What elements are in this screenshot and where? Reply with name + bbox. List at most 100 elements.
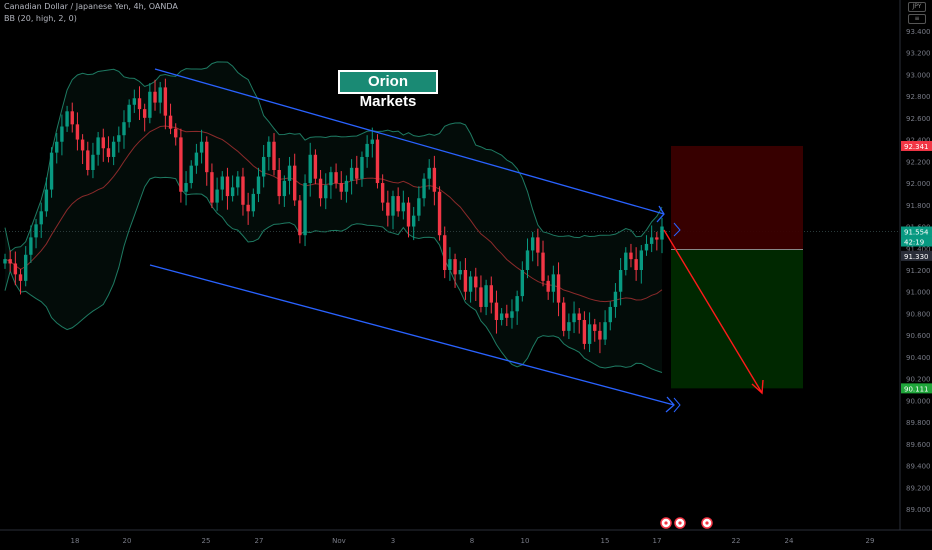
candle-body [370, 139, 374, 144]
candle-body [567, 322, 571, 331]
candle-body [443, 235, 447, 270]
candle-body [153, 91, 157, 103]
candle-body [530, 237, 535, 251]
candle-body [360, 156, 364, 179]
y-tick-label: 91.800 [906, 202, 931, 210]
price-tag [901, 236, 932, 247]
y-tick-label: 89.200 [906, 484, 931, 492]
candle-body [463, 270, 468, 292]
price-tag [901, 140, 932, 151]
candle-body [256, 176, 261, 194]
candle-body [174, 128, 178, 138]
y-tick-label: 93.400 [906, 28, 931, 36]
x-tick-label: 24 [785, 537, 794, 545]
y-tick-label: 92.800 [906, 93, 931, 101]
candle-body [422, 178, 426, 199]
y-tick-label: 91.000 [906, 289, 931, 297]
candle-body [427, 167, 431, 179]
event-marker-dot [678, 521, 682, 525]
candle-body [318, 178, 323, 199]
candle-body [608, 306, 612, 323]
candle-body [536, 237, 540, 253]
candle-body [660, 226, 664, 240]
candle-body [386, 202, 390, 216]
candle-body [117, 135, 121, 142]
channel-upper-line [154, 68, 665, 215]
candle-body [86, 150, 90, 170]
candle-body [179, 137, 183, 192]
price-tag-label: 42:19 [904, 239, 924, 247]
menu-icon[interactable]: ≡ [908, 14, 926, 24]
price-tag [901, 250, 932, 261]
channel-upper-arrow [656, 205, 665, 223]
candle-body [380, 183, 385, 203]
price-tag-label: 91.330 [904, 253, 929, 261]
candle-body [618, 270, 623, 292]
candle-body [189, 165, 193, 184]
brand-watermark: Orion Markets [338, 70, 438, 110]
price-tag-label: 91.554 [904, 229, 929, 237]
y-tick-label: 89.000 [906, 506, 931, 514]
candle-body [458, 270, 462, 275]
candle-body [556, 274, 561, 303]
candle-body [432, 167, 437, 192]
y-tick-label: 93.200 [906, 50, 931, 58]
candle-body [474, 276, 478, 288]
candle-body [39, 211, 43, 225]
candle-body [194, 152, 199, 166]
bb-fill [5, 61, 662, 373]
candle-body [489, 285, 493, 303]
currency-icon[interactable]: JPY [908, 2, 926, 12]
bb-lower [4, 176, 663, 373]
candle-body [613, 291, 618, 307]
candle-body [246, 204, 250, 212]
y-tick-label: 90.200 [906, 376, 931, 384]
x-tick-label: 15 [601, 537, 610, 545]
x-tick-label: 8 [470, 537, 474, 545]
candle-body [551, 274, 556, 292]
candle-body [142, 109, 147, 118]
candle-body [355, 167, 359, 179]
candle-body [168, 115, 173, 129]
indicator-label: BB (20, high, 2, 0) [4, 14, 77, 23]
candle-body [629, 252, 633, 260]
price-tag-label: 92.341 [904, 143, 929, 151]
candle-body [111, 141, 116, 157]
candle-body [479, 287, 483, 307]
y-tick-label: 92.000 [906, 180, 931, 188]
candle-body [624, 252, 628, 270]
candle-body [65, 111, 69, 127]
price-tag-label: 90.111 [904, 385, 929, 393]
candle-body [70, 111, 74, 125]
x-tick-label: 17 [653, 537, 662, 545]
candle-body [634, 259, 638, 270]
candle-body [598, 330, 602, 340]
x-tick-label: 10 [521, 537, 530, 545]
candle-body [582, 320, 587, 344]
candle-body [272, 141, 276, 170]
candle-body [8, 259, 12, 264]
candle-body [158, 87, 162, 103]
candle-body [215, 189, 219, 203]
candle-body [401, 202, 406, 212]
candle-body [80, 139, 85, 151]
x-tick-label: 29 [866, 537, 875, 545]
x-tick-label: 20 [123, 537, 132, 545]
x-tick-label: 18 [71, 537, 80, 545]
candle-body [163, 87, 168, 116]
y-tick-label: 89.600 [906, 441, 931, 449]
candle-body [349, 167, 354, 181]
candle-body [365, 143, 369, 157]
y-tick-label: 90.400 [906, 354, 931, 362]
candle-body [448, 259, 452, 270]
candle-body [406, 202, 411, 227]
candle-body [572, 313, 576, 323]
y-tick-label: 89.800 [906, 419, 931, 427]
candle-body [484, 285, 488, 307]
candle-body [96, 137, 100, 155]
candle-body [251, 193, 256, 212]
y-tick-label: 90.600 [906, 332, 931, 340]
candle-body [644, 243, 649, 251]
